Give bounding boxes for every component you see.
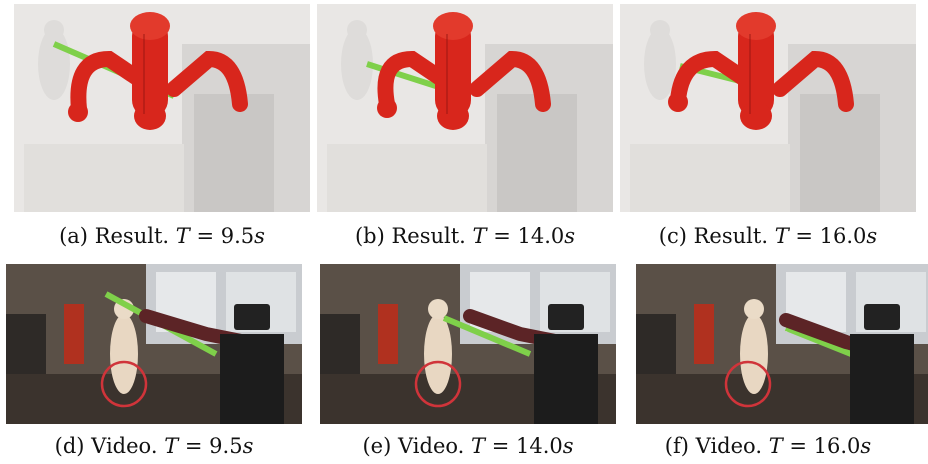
caption-a: (a) Result. T = 9.5s — [14, 224, 310, 248]
result-image-icon — [620, 4, 916, 212]
video-image-icon — [6, 264, 302, 424]
caption-variable: T — [176, 224, 190, 248]
caption-f: (f) Video. T = 16.0s — [620, 434, 916, 458]
panel-c-result-image — [620, 4, 916, 212]
caption-d: (d) Video. T = 9.5s — [6, 434, 302, 458]
caption-unit: s — [860, 434, 871, 458]
caption-kind: Video. — [398, 434, 464, 458]
caption-label: (c) — [659, 224, 687, 248]
caption-kind: Video. — [91, 434, 157, 458]
caption-label: (b) — [355, 224, 385, 248]
caption-unit: s — [563, 434, 574, 458]
panel-e-video-image — [320, 264, 616, 424]
video-image-icon — [636, 264, 928, 424]
caption-b: (b) Result. T = 14.0s — [317, 224, 613, 248]
video-image-icon — [320, 264, 616, 424]
panel-a-result-image — [14, 4, 310, 212]
caption-label: (a) — [59, 224, 88, 248]
caption-label: (e) — [362, 434, 391, 458]
panel-d-video-image — [6, 264, 302, 424]
caption-value: = 9.5 — [178, 434, 242, 458]
caption-kind: Result. — [391, 224, 465, 248]
panel-f-video-image — [636, 264, 928, 424]
caption-variable: T — [769, 434, 783, 458]
caption-variable: T — [471, 434, 485, 458]
panel-b-result-image — [317, 4, 613, 212]
caption-c: (c) Result. T = 16.0s — [620, 224, 916, 248]
caption-label: (d) — [55, 434, 85, 458]
caption-unit: s — [866, 224, 877, 248]
caption-unit: s — [564, 224, 575, 248]
caption-e: (e) Video. T = 14.0s — [320, 434, 616, 458]
caption-value: = 16.0 — [789, 224, 867, 248]
caption-variable: T — [775, 224, 789, 248]
result-image-icon — [14, 4, 310, 212]
caption-unit: s — [243, 434, 254, 458]
caption-value: = 14.0 — [487, 224, 565, 248]
caption-unit: s — [254, 224, 265, 248]
caption-label: (f) — [665, 434, 689, 458]
result-image-icon — [317, 4, 613, 212]
caption-value: = 9.5 — [190, 224, 254, 248]
caption-kind: Video. — [696, 434, 762, 458]
caption-kind: Result. — [694, 224, 768, 248]
caption-kind: Result. — [95, 224, 169, 248]
caption-value: = 14.0 — [485, 434, 563, 458]
caption-variable: T — [473, 224, 487, 248]
caption-value: = 16.0 — [783, 434, 861, 458]
caption-variable: T — [164, 434, 178, 458]
